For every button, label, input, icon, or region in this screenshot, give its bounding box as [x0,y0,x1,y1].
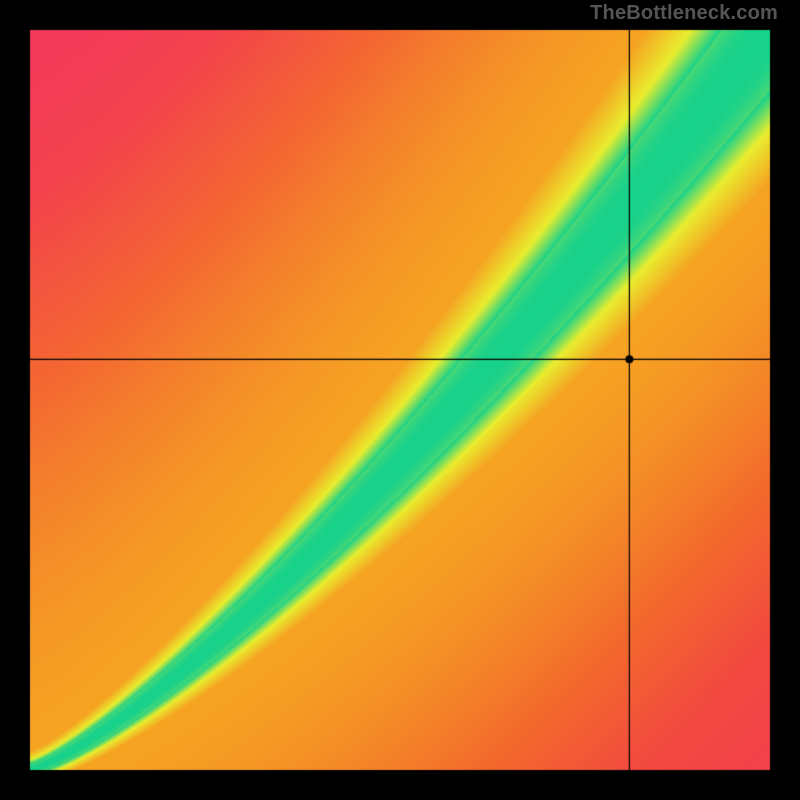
chart-container: TheBottleneck.com [0,0,800,800]
heatmap-canvas [0,0,800,800]
watermark-text: TheBottleneck.com [590,2,778,25]
